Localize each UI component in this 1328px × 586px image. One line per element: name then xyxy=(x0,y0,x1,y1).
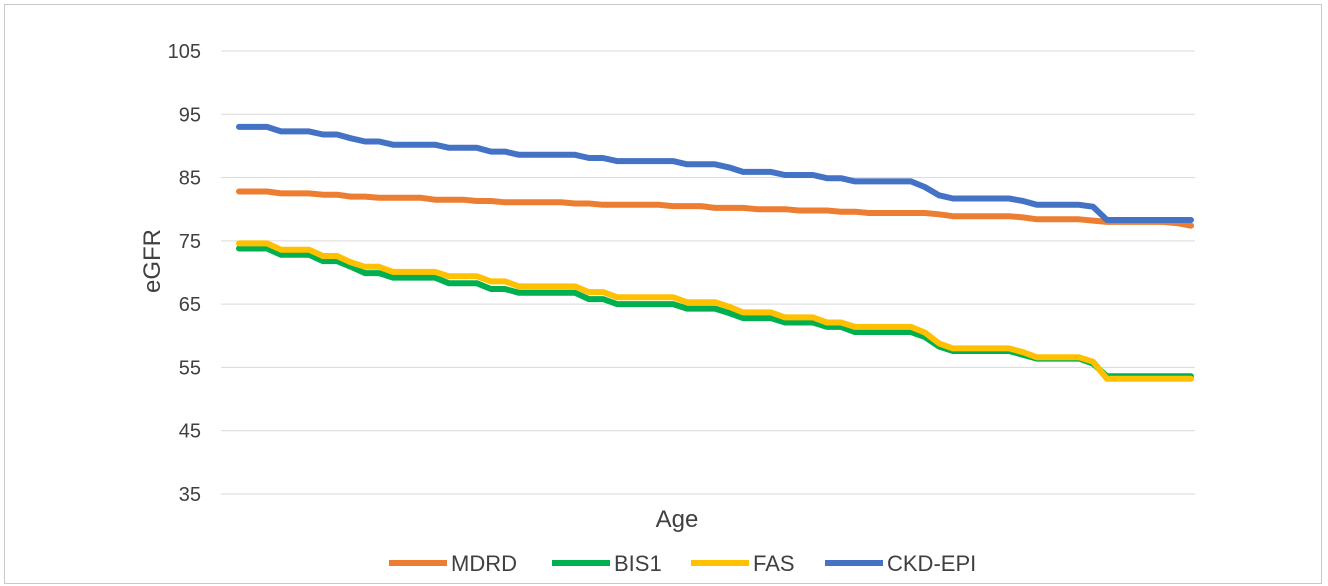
x-axis-title: Age xyxy=(656,506,699,533)
series-line-fas xyxy=(236,240,1194,382)
y-tick-label: 45 xyxy=(179,421,201,443)
legend-label: FAS xyxy=(753,551,795,576)
gridlines xyxy=(221,50,1195,495)
legend: MDRD BIS1 FAS CKD-EPI xyxy=(389,551,976,576)
y-axis-title: eGFR xyxy=(139,229,166,293)
legend-item-fas: FAS xyxy=(691,551,795,576)
series-line-mdrd xyxy=(236,188,1194,229)
legend-item-ckd-epi: CKD-EPI xyxy=(825,551,976,576)
y-tick-label: 85 xyxy=(179,168,201,190)
y-tick-label: 65 xyxy=(179,294,201,316)
y-tick-label: 105 xyxy=(168,41,201,63)
y-tick-label: 75 xyxy=(179,231,201,253)
series-line-ckd-epi xyxy=(236,123,1194,223)
plot-series xyxy=(236,123,1194,382)
chart-frame: 35 45 55 65 75 85 95 105 eGFR Age MDRD BIS1 FAS CK… xyxy=(4,4,1322,584)
y-tick-label: 95 xyxy=(179,104,201,126)
egfr-line-chart: 35 45 55 65 75 85 95 105 eGFR Age MDRD BIS1 FAS CK… xyxy=(139,41,1195,576)
y-tick-labels: 35 45 55 65 75 85 95 105 xyxy=(168,41,201,506)
y-tick-label: 55 xyxy=(179,357,201,379)
legend-label: MDRD xyxy=(451,551,517,576)
legend-item-bis1: BIS1 xyxy=(552,551,662,576)
legend-label: CKD-EPI xyxy=(887,551,976,576)
legend-label: BIS1 xyxy=(614,551,662,576)
y-tick-label: 35 xyxy=(179,484,201,506)
legend-item-mdrd: MDRD xyxy=(389,551,517,576)
